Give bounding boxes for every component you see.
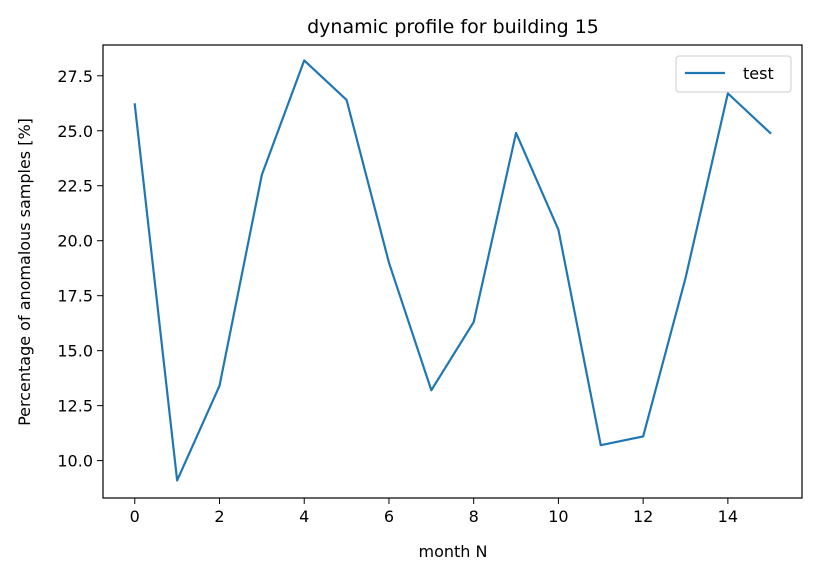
x-tick-label: 4	[299, 507, 309, 526]
x-tick-label: 8	[469, 507, 479, 526]
y-tick-label: 17.5	[57, 287, 93, 306]
y-axis-label: Percentage of anomalous samples [%]	[15, 118, 34, 426]
legend-label-test: test	[743, 64, 774, 83]
plot-frame	[102, 44, 803, 499]
y-tick-label: 27.5	[57, 67, 93, 86]
y-tick-label: 15.0	[57, 342, 93, 361]
x-tick-label: 2	[214, 507, 224, 526]
y-tick-label: 25.0	[57, 122, 93, 141]
y-tick-label: 22.5	[57, 177, 93, 196]
y-tick-label: 12.5	[57, 397, 93, 416]
x-tick-label: 14	[718, 507, 738, 526]
x-tick-label: 10	[548, 507, 568, 526]
y-axis: 10.0 12.5 15.0 17.5 20.0 22.5 25.0 27.5	[57, 67, 103, 471]
x-tick-label: 6	[384, 507, 394, 526]
x-axis: 0 2 4 6 8 10 12 14	[130, 498, 738, 526]
y-tick-label: 20.0	[57, 232, 93, 251]
plot-area	[102, 44, 803, 499]
x-tick-label: 12	[633, 507, 653, 526]
x-tick-label: 0	[130, 507, 140, 526]
series-line-test	[133, 59, 772, 482]
y-tick-label: 10.0	[57, 452, 93, 471]
legend: test	[675, 55, 792, 93]
x-axis-label: month N	[419, 542, 488, 561]
legend-box	[675, 55, 792, 93]
chart-title: dynamic profile for building 15	[307, 16, 599, 38]
